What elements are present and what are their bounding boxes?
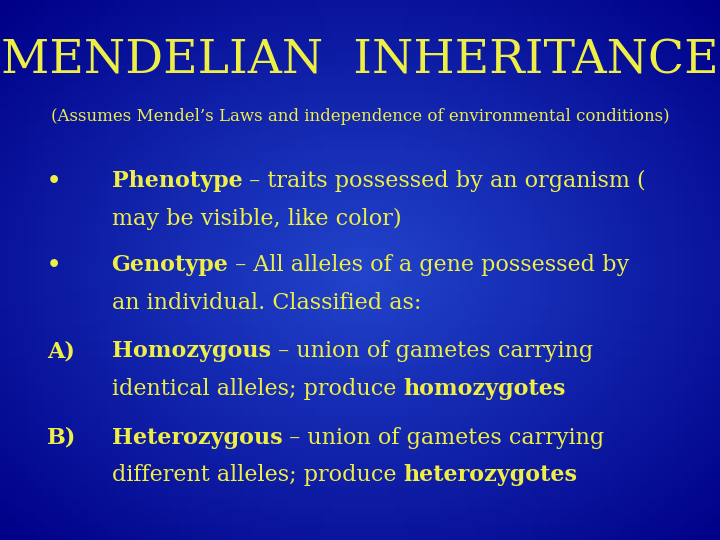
Text: Genotype: Genotype	[112, 254, 228, 276]
Text: Homozygous: Homozygous	[112, 340, 271, 362]
Text: – traits possessed by an organism (: – traits possessed by an organism (	[243, 170, 646, 192]
Text: Phenotype: Phenotype	[112, 170, 243, 192]
Text: (Assumes Mendel’s Laws and independence of environmental conditions): (Assumes Mendel’s Laws and independence …	[50, 108, 670, 125]
Text: Heterozygous: Heterozygous	[112, 427, 282, 449]
Text: identical alleles; produce: identical alleles; produce	[112, 378, 403, 400]
Text: MENDELIAN  INHERITANCE: MENDELIAN INHERITANCE	[1, 38, 719, 83]
Text: homozygotes: homozygotes	[403, 378, 565, 400]
Text: B): B)	[47, 427, 76, 449]
Text: – All alleles of a gene possessed by: – All alleles of a gene possessed by	[228, 254, 630, 276]
Text: may be visible, like color): may be visible, like color)	[112, 208, 401, 230]
Text: A): A)	[47, 340, 75, 362]
Text: different alleles; produce: different alleles; produce	[112, 464, 403, 487]
Text: heterozygotes: heterozygotes	[403, 464, 577, 487]
Text: •: •	[47, 254, 61, 276]
Text: – union of gametes carrying: – union of gametes carrying	[282, 427, 604, 449]
Text: •: •	[47, 170, 61, 192]
Text: an individual. Classified as:: an individual. Classified as:	[112, 292, 421, 314]
Text: – union of gametes carrying: – union of gametes carrying	[271, 340, 593, 362]
